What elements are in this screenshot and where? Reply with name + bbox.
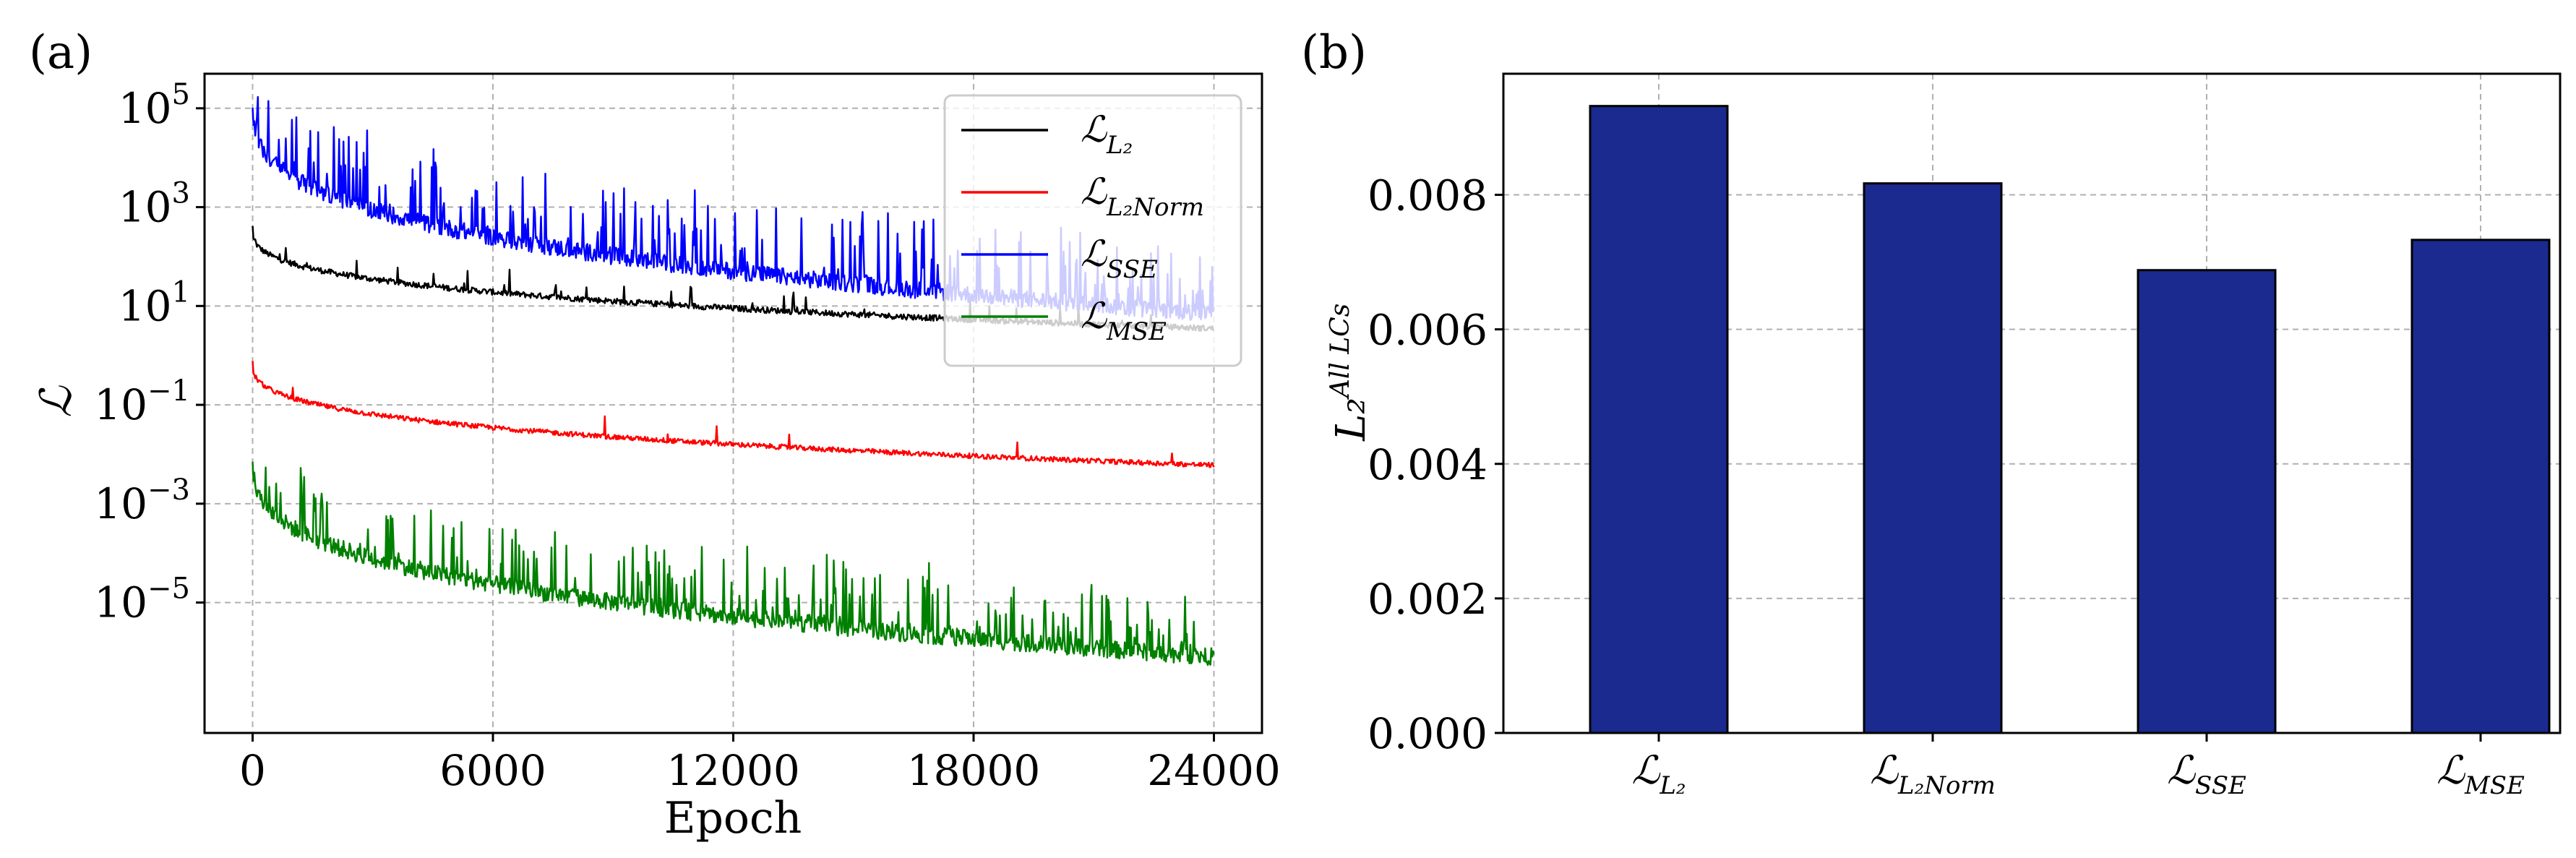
x-tick-label: 6000 bbox=[439, 746, 546, 795]
loss-chart-x-label: Epoch bbox=[664, 793, 802, 844]
x-tick-label: 0 bbox=[239, 746, 266, 795]
legend-label-l2norm: ℒL₂Norm bbox=[1081, 171, 1204, 222]
bar-chart-bars bbox=[1589, 105, 2551, 734]
y-tick-label: 10−3 bbox=[94, 473, 190, 528]
series-line-mse bbox=[252, 461, 1215, 666]
legend-label-l2: ℒL₂ bbox=[1081, 108, 1133, 160]
y-tick-label: 0.004 bbox=[1368, 440, 1487, 489]
loss-chart-x-ticks: 0 6000 12000 18000 24000 bbox=[239, 733, 1281, 795]
x-tick-label: ℒSSE bbox=[2167, 747, 2246, 800]
y-tick-label: 10−1 bbox=[94, 374, 190, 429]
bar-chart-y-label-superscript: All LCs bbox=[1326, 304, 1355, 400]
x-tick-label: 18000 bbox=[907, 746, 1041, 795]
bar-chart-y-label: L₂ All LCs bbox=[1326, 304, 1375, 442]
y-tick-label: 0.006 bbox=[1368, 306, 1487, 355]
y-tick-label: 105 bbox=[119, 78, 190, 133]
loss-chart-y-label: ℒ bbox=[31, 385, 82, 418]
y-tick-label: 0.002 bbox=[1368, 575, 1487, 624]
bar-chart-y-label-base: L₂ bbox=[1328, 398, 1375, 442]
x-tick-label: 12000 bbox=[666, 746, 800, 795]
bar bbox=[2137, 269, 2277, 734]
legend-label-sse: ℒSSE bbox=[1081, 233, 1158, 284]
panel-b-label: (b) bbox=[1301, 26, 1367, 80]
legend-box bbox=[943, 94, 1242, 367]
y-tick-label: 101 bbox=[119, 275, 190, 330]
series-line-l2norm bbox=[252, 361, 1215, 468]
l2-error-bar-chart: 0.000 0.002 0.004 0.006 0.008 ℒL₂ ℒL₂Norm ℒSSE… bbox=[1326, 72, 2562, 800]
bar bbox=[2410, 239, 2551, 734]
x-tick-label: 24000 bbox=[1147, 746, 1281, 795]
bar-chart-y-ticks: 0.000 0.002 0.004 0.006 0.008 bbox=[1368, 171, 1503, 758]
panel-a-label: (a) bbox=[29, 26, 93, 80]
x-tick-label: ℒL₂Norm bbox=[1870, 747, 1996, 800]
loss-chart-legend: ℒL₂ ℒL₂Norm ℒSSE ℒMSE bbox=[943, 94, 1242, 367]
bar bbox=[1863, 182, 2003, 734]
loss-history-chart: 0 6000 12000 18000 24000 10510310110−110−310… bbox=[31, 72, 1281, 844]
bar bbox=[1589, 105, 1729, 734]
y-tick-label: 103 bbox=[119, 177, 190, 232]
y-tick-label: 0.000 bbox=[1368, 709, 1487, 758]
bar-chart-x-ticks: ℒL₂ ℒL₂Norm ℒSSE ℒMSE bbox=[1631, 733, 2525, 800]
x-tick-label: ℒMSE bbox=[2437, 747, 2525, 800]
loss-chart-y-ticks: 105 103 101 10−1 10−3 10−5 bbox=[94, 78, 205, 627]
x-tick-label: ℒL₂ bbox=[1631, 747, 1686, 800]
y-tick-label: 10−5 bbox=[94, 572, 190, 627]
bar-chart-frame bbox=[1502, 72, 2562, 734]
y-tick-label: 0.008 bbox=[1368, 171, 1487, 220]
legend-label-mse: ℒMSE bbox=[1081, 295, 1167, 346]
